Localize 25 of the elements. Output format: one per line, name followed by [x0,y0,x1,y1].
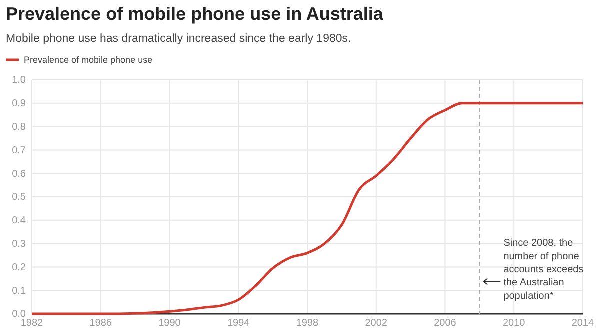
x-tick-label: 2014 [572,318,595,330]
x-tick-label: 1982 [20,318,44,330]
chart-subtitle: Mobile phone use has dramatically increased since the early 1980s. [6,33,352,45]
x-tick-label: 1990 [158,318,182,330]
chart-title: Prevalence of mobile phone use in Australia [6,4,384,24]
x-tick-label: 1986 [90,318,112,330]
line-series [30,102,584,316]
ref-line-label: Since 2008, the number of phone accounts exceeds the Australian population* [504,238,584,302]
x-tick-label: 1998 [296,318,320,330]
y-tick-label: 0.7 [12,145,26,156]
y-tick-label: 0.2 [12,262,26,274]
y-tick-label: 0.8 [12,122,26,133]
y-tick-label: 0.0 [12,309,26,320]
x-tick-label: 2010 [503,318,526,330]
y-tick-label: 0.3 [12,239,26,250]
y-tick-label: 0.9 [12,98,26,110]
x-tick-label: 2006 [434,318,457,330]
legend-label: Prevalence of mobile phone use [24,55,153,65]
x-tick-label: 1994 [228,318,250,330]
y-tick-label: 0.6 [12,168,26,180]
y-tick-label: 0.5 [12,192,26,204]
y-tick-label: 1.0 [12,75,26,86]
y-tick-label: 0.1 [12,286,26,297]
x-tick-label: 2002 [365,318,388,330]
y-tick-label: 0.4 [12,216,26,227]
